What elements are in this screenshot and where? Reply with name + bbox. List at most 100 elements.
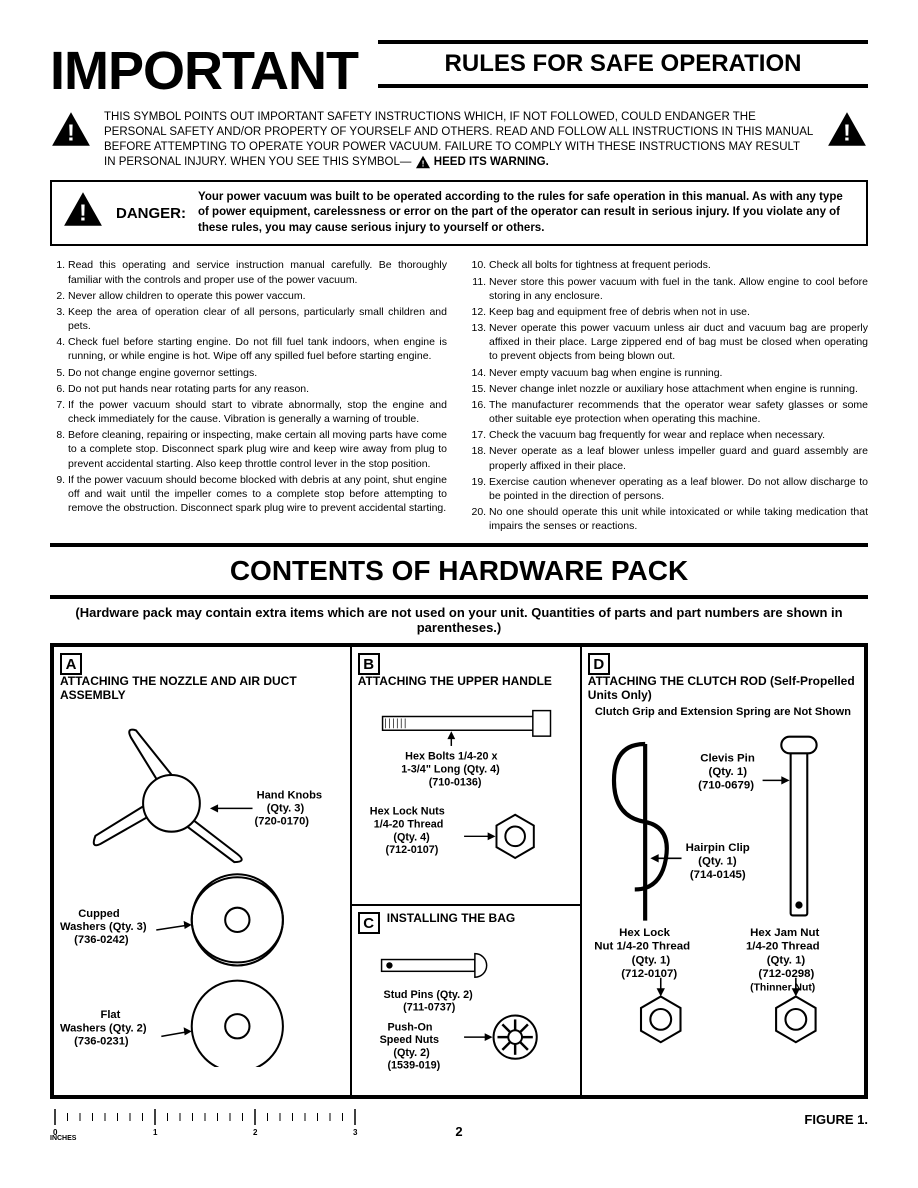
rule-item: Never operate as a leaf blower unless im… [489, 444, 868, 472]
rule-item: Before cleaning, repairing or inspecting… [68, 428, 447, 471]
intro-heed: HEED ITS WARNING. [434, 156, 549, 168]
svg-text:(711-0737): (711-0737) [403, 1001, 456, 1013]
svg-text:(Qty. 2): (Qty. 2) [393, 1047, 430, 1059]
rule-item: Never empty vacuum bag when engine is ru… [489, 366, 868, 380]
svg-text:Hex Lock: Hex Lock [619, 928, 670, 940]
rule-item: Do not change engine governor settings. [68, 366, 447, 380]
danger-label: DANGER: [116, 205, 186, 222]
svg-text:1/4-20 Thread: 1/4-20 Thread [746, 941, 820, 953]
svg-text:Hairpin Clip: Hairpin Clip [685, 842, 749, 854]
divider-top [50, 543, 868, 547]
rule-item: Keep bag and equipment free of debris wh… [489, 305, 868, 319]
hardware-grid: A ATTACHING THE NOZZLE AND AIR DUCT ASSE… [50, 643, 868, 1099]
cell-d: D ATTACHING THE CLUTCH ROD (Self-Propell… [581, 646, 865, 1096]
rules-title-block: RULES FOR SAFE OPERATION [378, 40, 868, 88]
svg-text:Washers (Qty. 2): Washers (Qty. 2) [60, 1022, 147, 1034]
svg-text:1-3/4" Long (Qty. 4): 1-3/4" Long (Qty. 4) [401, 763, 500, 775]
svg-text:(Qty. 1): (Qty. 1) [631, 955, 670, 967]
svg-text:(736-0242): (736-0242) [74, 934, 129, 946]
svg-text:(Qty. 3): (Qty. 3) [267, 802, 305, 814]
rule-item: Do not put hands near rotating parts for… [68, 382, 447, 396]
svg-text:3: 3 [353, 1128, 358, 1137]
svg-text:2: 2 [253, 1128, 258, 1137]
svg-text:Cupped: Cupped [78, 908, 120, 920]
rules-col-left: Read this operating and service instruct… [50, 258, 447, 535]
rule-item: Check the vacuum bag frequently for wear… [489, 428, 868, 442]
rule-item: The manufacturer recommends that the ope… [489, 398, 868, 426]
svg-text:Hex Lock Nuts: Hex Lock Nuts [370, 805, 445, 817]
svg-text:Hex Jam Nut: Hex Jam Nut [750, 928, 819, 940]
rule-item: Never operate this power vacuum unless a… [489, 321, 868, 364]
rule-item: Never change inlet nozzle or auxiliary h… [489, 382, 868, 396]
rule-item: If the power vacuum should become blocke… [68, 473, 447, 516]
svg-text:Stud Pins (Qty. 2): Stud Pins (Qty. 2) [383, 989, 473, 1001]
rules-col-right: Check all bolts for tightness at frequen… [471, 258, 868, 535]
cell-c-diagram: Stud Pins (Qty. 2) (711-0737) Push-On Sp… [358, 934, 574, 1086]
warning-triangle-icon: ! [50, 110, 92, 148]
cell-a-letter: A [60, 653, 82, 675]
intro-text: THIS SYMBOL POINTS OUT IMPORTANT SAFETY … [104, 110, 814, 170]
svg-text:!: ! [67, 120, 75, 146]
cell-b-title: ATTACHING THE UPPER HANDLE [358, 675, 552, 688]
danger-text: Your power vacuum was built to be operat… [198, 190, 856, 237]
cell-a-diagram: Hand Knobs (Qty. 3) (720-0170) Cupped Wa… [60, 702, 344, 1067]
svg-text:(710-0679): (710-0679) [698, 780, 754, 792]
danger-triangle-icon: ! [62, 190, 104, 228]
cell-d-letter: D [588, 653, 610, 675]
danger-box: ! DANGER: Your power vacuum was built to… [50, 180, 868, 247]
svg-text:!: ! [79, 199, 87, 225]
svg-text:(736-0231): (736-0231) [74, 1035, 129, 1047]
cell-c-letter: C [358, 912, 380, 934]
cell-b-letter: B [358, 653, 380, 675]
svg-text:(714-0145): (714-0145) [690, 869, 746, 881]
svg-text:Push-On: Push-On [387, 1021, 432, 1033]
cell-c: C INSTALLING THE BAG Stud Pins (Qty. 2) … [351, 905, 581, 1096]
svg-text:Hand Knobs: Hand Knobs [257, 789, 323, 801]
svg-text:(Thinner Nut): (Thinner Nut) [750, 983, 815, 994]
svg-text:(712-0107): (712-0107) [385, 844, 438, 856]
figure-label: FIGURE 1. [804, 1112, 868, 1127]
svg-text:(720-0170): (720-0170) [255, 815, 310, 827]
svg-text:Hex Bolts 1/4-20 x: Hex Bolts 1/4-20 x [405, 750, 497, 762]
rule-item: Never allow children to operate this pow… [68, 289, 447, 303]
svg-text:!: ! [843, 120, 851, 146]
svg-text:!: ! [421, 158, 424, 168]
rules-title: RULES FOR SAFE OPERATION [378, 50, 868, 78]
rule-item: Check all bolts for tightness at frequen… [489, 258, 868, 272]
rule-item: Exercise caution whenever operating as a… [489, 475, 868, 503]
rule-item: Keep the area of operation clear of all … [68, 305, 447, 333]
inline-warning-icon: ! [415, 155, 431, 169]
svg-text:(712-0298): (712-0298) [758, 968, 814, 980]
svg-text:(710-0136): (710-0136) [428, 776, 481, 788]
cell-c-title: INSTALLING THE BAG [387, 912, 515, 925]
svg-text:(712-0107): (712-0107) [621, 968, 677, 980]
cell-b: B ATTACHING THE UPPER HANDLE Hex Bolts 1… [351, 646, 581, 904]
svg-text:Speed Nuts: Speed Nuts [379, 1034, 438, 1046]
divider-bottom [50, 595, 868, 599]
rule-item: No one should operate this unit while in… [489, 505, 868, 533]
svg-text:(Qty. 4): (Qty. 4) [393, 831, 430, 843]
svg-text:Flat: Flat [101, 1009, 121, 1021]
important-heading: IMPORTANT [50, 40, 358, 102]
cell-d-title: ATTACHING THE CLUTCH ROD (Self-Propelled… [588, 675, 858, 701]
cell-b-diagram: Hex Bolts 1/4-20 x 1-3/4" Long (Qty. 4) … [358, 689, 574, 895]
rule-item: Check fuel before starting engine. Do no… [68, 335, 447, 363]
svg-text:Clevis Pin: Clevis Pin [700, 753, 755, 765]
rules-columns: Read this operating and service instruct… [50, 258, 868, 535]
svg-text:(Qty. 1): (Qty. 1) [708, 767, 747, 779]
svg-text:(Qty. 1): (Qty. 1) [698, 856, 737, 868]
svg-text:Nut 1/4-20 Thread: Nut 1/4-20 Thread [594, 941, 690, 953]
cell-a-title: ATTACHING THE NOZZLE AND AIR DUCT ASSEMB… [60, 675, 344, 701]
rule-item: Never store this power vacuum with fuel … [489, 275, 868, 303]
svg-text:(1539-019): (1539-019) [387, 1059, 440, 1071]
clutch-note: Clutch Grip and Extension Spring are Not… [588, 706, 858, 719]
rule-item: Read this operating and service instruct… [68, 258, 447, 286]
contents-subtitle: (Hardware pack may contain extra items w… [50, 605, 868, 635]
warning-triangle-icon-right: ! [826, 110, 868, 148]
svg-text:Washers (Qty. 3): Washers (Qty. 3) [60, 921, 147, 933]
cell-d-diagram: Clevis Pin (Qty. 1) (710-0679) Hairpin C… [588, 718, 858, 1061]
rule-item: If the power vacuum should start to vibr… [68, 398, 447, 426]
svg-text:1: 1 [153, 1128, 158, 1137]
svg-text:(Qty. 1): (Qty. 1) [767, 955, 806, 967]
contents-title: CONTENTS OF HARDWARE PACK [50, 551, 868, 591]
